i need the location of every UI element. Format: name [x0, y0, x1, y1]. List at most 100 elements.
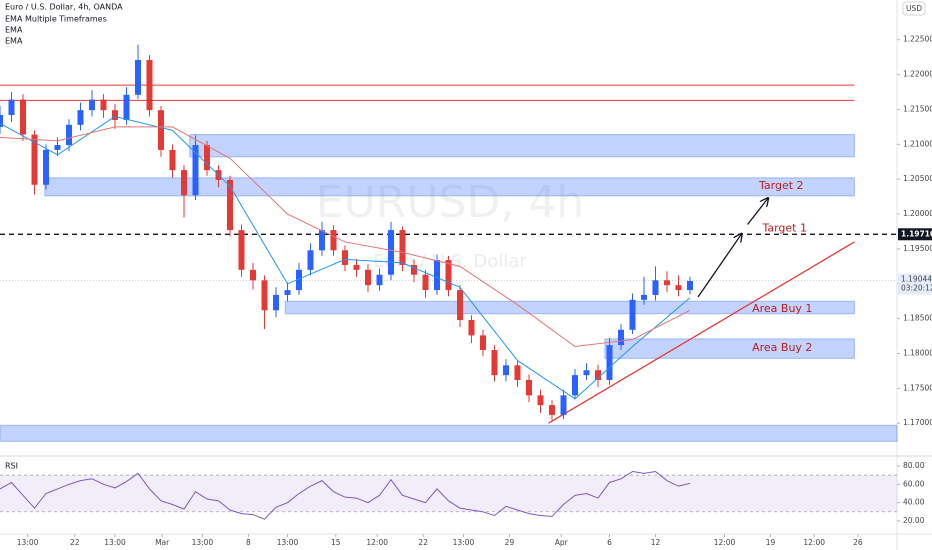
currency: USD — [906, 4, 922, 13]
ema-line — [0, 115, 691, 400]
candle-body — [687, 280, 693, 291]
candle-body — [526, 380, 532, 396]
y-tick-label: 1.17000 — [903, 418, 932, 427]
candle-body — [43, 149, 49, 185]
arrow — [697, 234, 742, 298]
y-tick-label: 1.17500 — [903, 383, 932, 392]
candle-body — [342, 250, 348, 265]
candle-body — [158, 110, 164, 150]
currency-box[interactable] — [902, 1, 926, 16]
candle-body — [388, 230, 394, 275]
last-price-label: 1.19044 — [901, 275, 932, 284]
annotation: Area Buy 2 — [752, 341, 812, 354]
y-tick-label: 1.22000 — [903, 70, 932, 79]
x-tick-label: 13:00 — [192, 538, 214, 547]
annotation: Target 2 — [758, 179, 804, 192]
y-tick-label: 1.20500 — [903, 174, 932, 183]
candle-body — [537, 395, 544, 406]
candle-body — [457, 290, 463, 321]
rsi-band — [0, 475, 897, 512]
rsi-y-tick-label: 40.00 — [903, 498, 925, 507]
rsi-title: RSI — [5, 462, 18, 471]
x-tick-label: 15 — [331, 538, 341, 547]
x-tick-label: 13:00 — [453, 538, 475, 547]
countdown: 03:20:12 — [901, 284, 932, 293]
candle-body — [89, 99, 95, 111]
candle-body — [503, 365, 509, 376]
candle-body — [491, 350, 498, 376]
y-tick-label: 1.20000 — [903, 209, 932, 218]
candle-body — [549, 405, 555, 415]
x-tick-label: 12 — [651, 538, 661, 547]
zone — [189, 134, 855, 158]
candle-body — [583, 370, 590, 376]
zone — [0, 424, 898, 442]
candle-body — [376, 274, 383, 286]
candle-body — [468, 320, 475, 336]
candle-body — [261, 280, 268, 311]
candle-body — [434, 260, 440, 291]
zone — [284, 300, 855, 315]
annotation: Area Buy 1 — [752, 302, 812, 315]
y-tick-label: 1.18500 — [903, 314, 932, 323]
y-tick-label: 1.21000 — [903, 139, 932, 148]
candle-body — [0, 115, 3, 127]
x-tick-label: 13:00 — [277, 538, 299, 547]
x-tick-label: 26 — [853, 538, 863, 547]
ema-line — [0, 126, 691, 348]
candle-body — [273, 294, 279, 311]
candle-body — [572, 375, 578, 396]
candle-body — [514, 365, 521, 380]
candle-body — [20, 99, 26, 135]
x-tick-label: 22 — [70, 538, 80, 547]
symbol-title: Euro / U.S. Dollar, 4h, OANDA — [5, 3, 123, 12]
candle-body — [480, 335, 486, 351]
candle-body — [353, 264, 360, 270]
candle-body — [629, 299, 636, 330]
candle-body — [319, 230, 325, 251]
candle-body — [227, 179, 233, 231]
indicator-name: EMA Multiple Timeframes — [5, 15, 107, 24]
arrow — [746, 198, 769, 225]
candle-body — [8, 99, 15, 116]
candle-body — [675, 285, 682, 291]
watermark: EURUSD, 4h — [316, 177, 584, 228]
trendline — [548, 241, 855, 424]
x-tick-label: 12:00 — [803, 538, 825, 547]
candle-body — [66, 124, 72, 146]
candle-body — [330, 230, 337, 251]
candle-body — [595, 370, 601, 380]
indicator-name: EMA — [5, 37, 23, 46]
y-tick-label: 1.18000 — [903, 349, 932, 358]
candle-body — [100, 99, 107, 111]
candle-body — [618, 329, 624, 346]
candle-body — [411, 264, 417, 275]
candle-body — [135, 59, 141, 95]
candle-body — [31, 134, 38, 185]
candle-body — [365, 269, 371, 286]
candle-body — [112, 110, 118, 120]
candle-body — [54, 145, 61, 150]
rsi-line — [0, 470, 691, 520]
x-tick-label: 29 — [505, 538, 515, 547]
y-tick-label: 1.19500 — [903, 244, 932, 253]
x-tick-label: 13:00 — [17, 538, 39, 547]
candle-body — [77, 110, 84, 125]
candle-body — [238, 230, 245, 270]
candle-body — [307, 250, 314, 270]
rsi-y-tick-label: 60.00 — [903, 479, 925, 488]
candle-body — [399, 230, 406, 265]
zone — [44, 177, 855, 197]
x-tick-label: 19 — [766, 538, 776, 547]
candle-body — [422, 274, 429, 291]
zone — [604, 338, 855, 359]
x-tick-label: 12:00 — [714, 538, 736, 547]
candle-body — [296, 269, 302, 291]
candle-body — [652, 280, 659, 295]
candle-body — [664, 280, 670, 286]
rsi-y-tick-label: 20.00 — [903, 516, 925, 525]
x-tick-label: Mar — [155, 538, 170, 547]
candle-body — [445, 260, 452, 291]
